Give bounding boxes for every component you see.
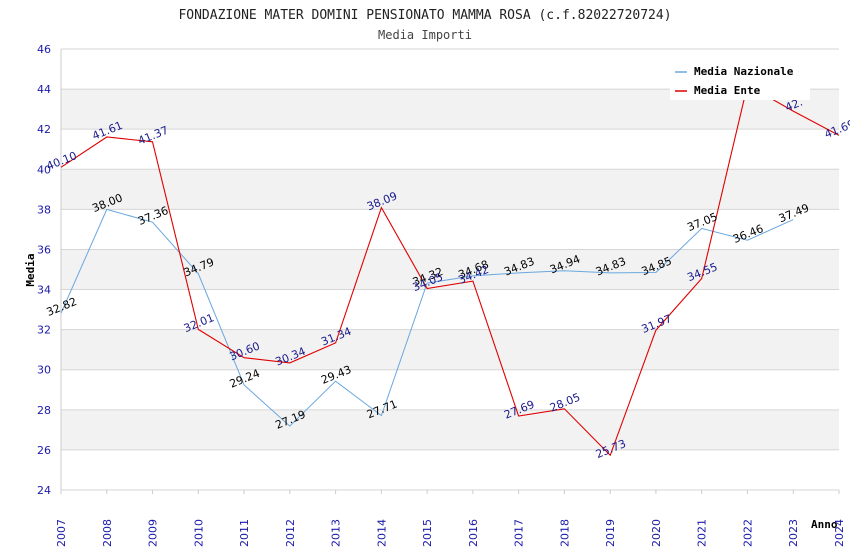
grid-band [61,249,839,290]
x-tick-label: 2021 [696,519,709,547]
y-axis-ticks: 24 26 28 30 32 34 36 38 40 42 44 46 [37,43,51,497]
data-label-ente: 42. [783,96,804,115]
x-tick-label: 2012 [284,519,297,547]
y-tick-label: 34 [37,284,51,297]
y-tick-label: 42 [37,123,51,136]
gridlines [60,48,840,494]
x-tick-label: 2007 [55,519,68,547]
x-tick-label: 2018 [558,519,571,547]
background-bands [61,89,839,450]
series-line-nazionale [60,208,794,427]
x-tick-label: 2014 [375,519,388,547]
x-tick-label: 2023 [787,519,800,547]
grid-band [61,409,839,450]
legend-label-nazionale: Media Nazionale [694,65,794,78]
x-axis-label: Anno [811,518,838,531]
x-tick-label: 2017 [513,519,526,547]
y-tick-label: 46 [37,43,51,56]
x-tick-label: 2020 [650,519,663,547]
grid-band [61,329,839,370]
legend-box [670,60,810,100]
series-line-ente [60,84,840,457]
data-label-nazionale: 37.05 [685,210,719,234]
y-tick-label: 32 [37,324,51,337]
y-tick-label: 40 [37,163,51,176]
x-tick-label: 2009 [147,519,160,547]
data-label-nazionale: 36.46 [731,222,765,246]
y-tick-label: 30 [37,364,51,377]
chart-title: FONDAZIONE MATER DOMINI PENSIONATO MAMMA… [178,8,671,23]
y-tick-label: 28 [37,404,51,417]
x-tick-label: 2024 [833,519,846,547]
y-tick-label: 26 [37,444,51,457]
legend: Media Nazionale Media Ente [670,60,810,100]
legend-label-ente: Media Ente [694,84,761,97]
x-tick-label: 2013 [330,519,343,547]
x-tick-label: 2016 [467,519,480,547]
chart-subtitle: Media Importi [378,28,472,42]
y-tick-label: 36 [37,243,51,256]
grid-band [61,169,839,210]
y-tick-label: 38 [37,203,51,216]
series-lines [60,84,840,457]
y-axis-label: Media [24,253,37,286]
data-label-nazionale: 29.24 [228,367,262,391]
x-tick-label: 2019 [604,519,617,547]
y-tick-label: 44 [37,83,51,96]
x-tick-label: 2008 [101,519,114,547]
x-tick-label: 2010 [192,519,205,547]
x-tick-label: 2011 [238,519,251,547]
data-label-nazionale: 32.82 [45,295,79,319]
y-tick-label: 24 [37,484,51,497]
x-tick-label: 2015 [421,519,434,547]
x-axis-ticks: 2007 2008 2009 2010 2011 2012 2013 2014 2015 2016… [55,519,846,547]
x-tick-label: 2022 [741,519,754,547]
